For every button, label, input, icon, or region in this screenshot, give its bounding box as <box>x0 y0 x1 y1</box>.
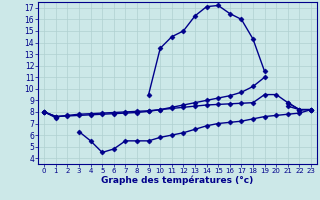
X-axis label: Graphe des températures (°c): Graphe des températures (°c) <box>101 176 254 185</box>
